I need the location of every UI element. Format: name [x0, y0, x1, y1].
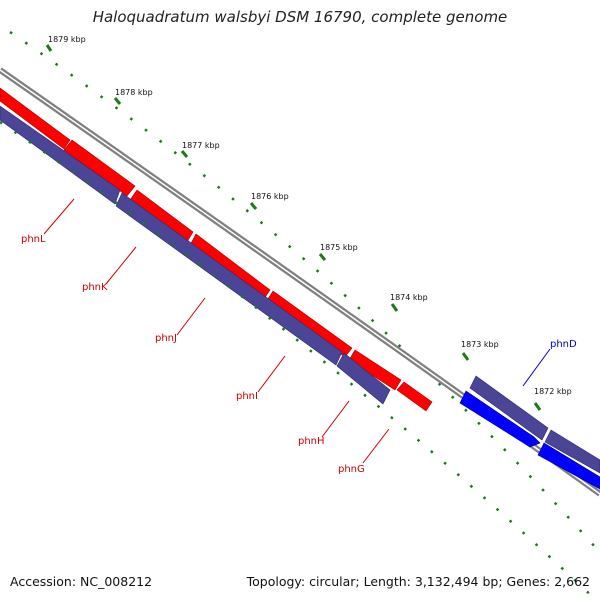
tick-label: 1876 kbp — [251, 192, 289, 201]
scale-tick — [461, 352, 470, 361]
tick-label: 1877 kbp — [182, 141, 220, 150]
tick-label: 1879 kbp — [48, 35, 86, 44]
gene-reverse-track — [0, 105, 391, 405]
cds-segment — [396, 381, 433, 412]
connector-phnL — [43, 198, 75, 235]
connector-phnD — [522, 348, 551, 387]
accession-label: Accession: NC_008212 — [10, 574, 152, 589]
tick-label: 1875 kbp — [320, 243, 358, 252]
inner-scale-dots — [0, 120, 597, 600]
gene-label-phnH: phnH — [298, 436, 325, 447]
gene-band — [544, 429, 600, 474]
gene-forward-track — [459, 375, 600, 490]
cds-segment — [0, 87, 71, 150]
scale-tick — [113, 97, 122, 105]
gene-label-phnI: phnI — [236, 391, 258, 402]
gene-label-phnD: phnD — [550, 339, 577, 350]
gene-band — [469, 375, 549, 441]
genome-summary: Topology: circular; Length: 3,132,494 bp… — [246, 574, 590, 589]
scale-tick — [180, 150, 189, 158]
gene-label-phnJ: phnJ — [155, 333, 177, 344]
gene-label-phnL: phnL — [21, 234, 46, 245]
connector-phnI — [257, 355, 286, 393]
cds-segment — [348, 349, 402, 391]
connector-phnJ — [176, 297, 206, 336]
outer-scale-ring — [9, 30, 597, 549]
map-title: Haloquadratum walsbyi DSM 16790, complet… — [93, 8, 508, 26]
gene-label-connectors — [43, 198, 551, 464]
cds-forward-segment — [459, 390, 541, 448]
scale-tick — [318, 253, 327, 261]
tick-label: 1872 kbp — [534, 387, 572, 396]
tick-label: 1873 kbp — [461, 340, 499, 349]
cds-forward-segment — [537, 442, 600, 490]
scale-tick — [533, 402, 542, 411]
cds-segment — [63, 139, 136, 197]
gene-label-phnK: phnK — [82, 282, 108, 293]
connector-phnH — [321, 400, 350, 438]
gene-band — [115, 192, 343, 366]
gene-band — [0, 105, 121, 205]
tick-label: 1874 kbp — [390, 293, 428, 302]
gene-band — [336, 352, 391, 405]
scale-tick — [390, 303, 399, 312]
scale-tick — [45, 44, 53, 52]
connector-phnG — [362, 428, 390, 464]
tick-label: 1878 kbp — [115, 88, 153, 97]
cds-reverse-track — [0, 87, 433, 412]
gene-label-phnG: phnG — [338, 464, 365, 475]
scale-tick — [249, 202, 258, 210]
connector-phnK — [105, 246, 137, 285]
outer-scale-dots — [9, 30, 597, 549]
